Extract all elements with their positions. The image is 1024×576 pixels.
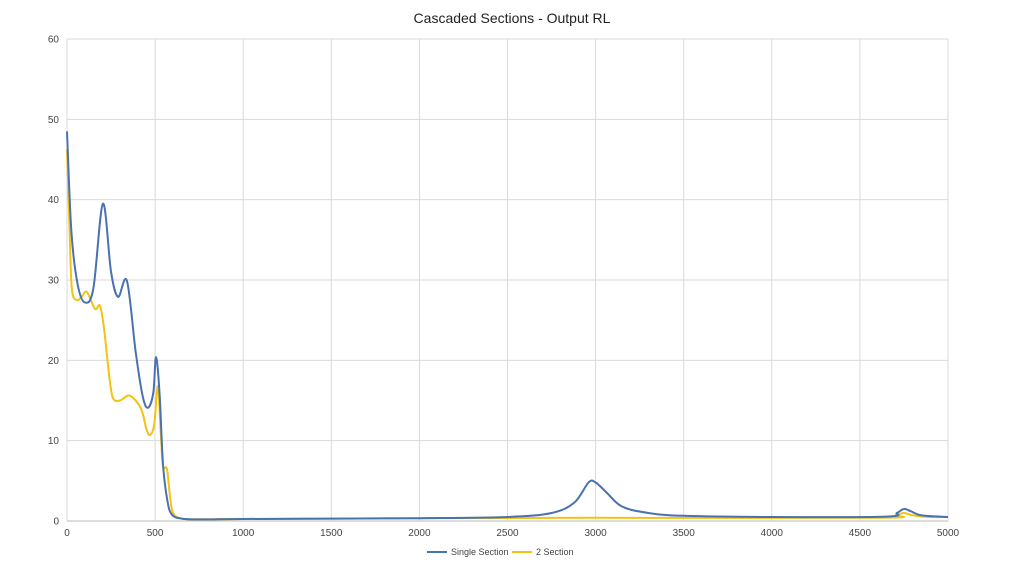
x-tick-label: 500	[147, 528, 164, 539]
x-tick-label: 3000	[584, 528, 607, 539]
x-tick-label: 1000	[232, 528, 255, 539]
x-tick-label: 2000	[408, 528, 431, 539]
chart-title: Cascaded Sections - Output RL	[414, 10, 611, 26]
x-tick-label: 4000	[761, 528, 784, 539]
y-tick-label: 50	[48, 115, 60, 126]
x-tick-label: 4500	[849, 528, 872, 539]
x-tick-label: 3500	[673, 528, 696, 539]
y-tick-label: 20	[48, 356, 60, 367]
y-tick-label: 30	[48, 276, 60, 287]
legend-label: Single Section	[451, 547, 509, 557]
x-tick-label: 5000	[937, 528, 960, 539]
series-line	[66, 131, 949, 521]
y-tick-label: 0	[53, 517, 59, 528]
y-tick-label: 40	[48, 195, 60, 206]
legend: Single Section 2 Section	[427, 547, 574, 557]
series-lines	[66, 131, 949, 521]
y-tick-label: 60	[48, 35, 60, 46]
x-tick-label: 2500	[496, 528, 519, 539]
tick-labels: 0 10 20 30 40 50 60 0 500 1000 1500 2000 2500 3000 350…	[48, 35, 960, 540]
gridlines	[66, 38, 949, 522]
y-tick-label: 10	[48, 436, 60, 447]
x-tick-label: 1500	[320, 528, 343, 539]
x-tick-label: 0	[64, 528, 70, 539]
legend-label: 2 Section	[536, 547, 574, 557]
